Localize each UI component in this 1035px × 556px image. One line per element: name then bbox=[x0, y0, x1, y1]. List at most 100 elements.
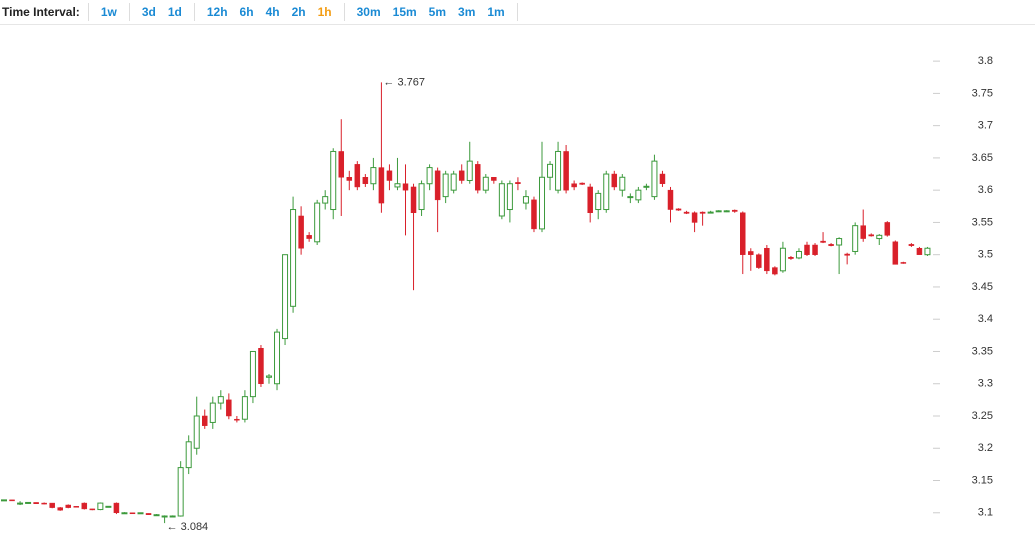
candle-body bbox=[804, 244, 810, 255]
candle-body bbox=[691, 212, 698, 223]
candle-body bbox=[394, 183, 401, 188]
candle-body bbox=[354, 164, 361, 188]
candle-body bbox=[916, 247, 923, 255]
candle-body bbox=[619, 176, 626, 191]
y-tick-label: 3.55 bbox=[972, 216, 993, 228]
candle-body bbox=[547, 163, 554, 178]
candle-body bbox=[828, 244, 834, 246]
candle-body bbox=[659, 173, 666, 184]
candle-body bbox=[378, 167, 385, 204]
candle-body bbox=[121, 512, 128, 515]
interval-button[interactable]: 2h bbox=[291, 5, 306, 19]
candle-body bbox=[740, 212, 746, 255]
interval-button[interactable]: 5m bbox=[428, 5, 447, 19]
candle-body bbox=[844, 253, 850, 256]
interval-button[interactable]: 1m bbox=[487, 5, 505, 19]
candle-body bbox=[876, 234, 883, 240]
candle-body bbox=[836, 238, 843, 246]
y-tick-label: 3.3 bbox=[978, 378, 993, 390]
candle-body bbox=[362, 177, 369, 184]
candle-body bbox=[1, 499, 7, 502]
candle-body bbox=[209, 402, 216, 423]
candle-body bbox=[25, 501, 32, 504]
candle-body bbox=[683, 211, 690, 214]
candle-body bbox=[226, 399, 232, 417]
candle-body bbox=[73, 506, 80, 508]
candle-body bbox=[330, 150, 337, 211]
y-tick-label: 3.75 bbox=[972, 87, 993, 99]
interval-group: 1w bbox=[87, 3, 129, 21]
candle-body bbox=[900, 262, 907, 264]
toolbar: Time Interval: 1w 3d 1d 12h 6h 4h 2h 1h 30m 15m 5m… bbox=[0, 0, 1035, 25]
interval-button[interactable]: 15m bbox=[392, 5, 417, 19]
candle-body bbox=[169, 515, 176, 518]
candle-body bbox=[651, 160, 658, 198]
annotation: ← 3.767 bbox=[383, 76, 425, 88]
interval-button[interactable]: 30m bbox=[356, 5, 381, 19]
interval-button[interactable]: 3d bbox=[141, 5, 156, 19]
candle-body bbox=[161, 515, 168, 518]
candle-body bbox=[217, 396, 224, 404]
interval-button[interactable]: 1d bbox=[167, 5, 182, 19]
candle-body bbox=[129, 512, 136, 515]
candle-body bbox=[322, 196, 329, 204]
y-tick-label: 3.35 bbox=[972, 345, 993, 357]
candle-body bbox=[475, 164, 481, 191]
candle-body bbox=[234, 418, 240, 421]
y-tick-label: 3.8 bbox=[978, 55, 993, 67]
y-tick-label: 3.4 bbox=[978, 313, 993, 325]
interval-button[interactable]: 6h bbox=[239, 5, 254, 19]
interval-button[interactable]: 12h bbox=[206, 5, 228, 19]
candle-body bbox=[860, 225, 866, 239]
candle-body bbox=[539, 176, 546, 230]
candle-body bbox=[723, 210, 730, 213]
candle-body bbox=[113, 502, 120, 514]
candle-body bbox=[756, 254, 762, 268]
interval-button[interactable]: 4h bbox=[265, 5, 280, 19]
candle-body bbox=[627, 196, 634, 199]
candle-body bbox=[667, 189, 674, 210]
candle-body bbox=[595, 192, 602, 211]
candle-body bbox=[145, 513, 152, 515]
candle-body bbox=[265, 375, 272, 378]
candle-body bbox=[17, 502, 24, 505]
candle-body bbox=[587, 186, 593, 214]
candle-body bbox=[748, 251, 754, 255]
candle-body bbox=[282, 254, 289, 340]
candle-body bbox=[908, 244, 915, 246]
candle-body bbox=[491, 177, 497, 181]
candle-body bbox=[137, 512, 144, 515]
candle-body bbox=[65, 504, 71, 508]
candle-body bbox=[884, 222, 891, 236]
candle-body bbox=[434, 170, 441, 201]
candle-body bbox=[185, 441, 192, 469]
y-tick-label: 3.45 bbox=[972, 281, 993, 293]
y-tick-label: 3.1 bbox=[978, 507, 993, 519]
candle-body bbox=[531, 199, 537, 230]
candle-body bbox=[852, 225, 859, 252]
candle-body bbox=[788, 257, 794, 259]
candle-body bbox=[177, 467, 184, 517]
candle-body bbox=[202, 415, 208, 426]
candle-body bbox=[41, 502, 47, 505]
interval-button[interactable]: 1w bbox=[100, 5, 117, 19]
candle-body bbox=[522, 196, 529, 204]
candle-body bbox=[386, 170, 393, 181]
candle-body bbox=[466, 160, 473, 181]
candle-body bbox=[249, 350, 256, 398]
interval-button[interactable]: 1h bbox=[317, 5, 332, 19]
interval-button[interactable]: 3m bbox=[458, 5, 476, 19]
candle-body bbox=[506, 183, 513, 211]
candle-body bbox=[715, 210, 722, 213]
candle-body bbox=[579, 182, 585, 185]
candle-body bbox=[81, 502, 88, 510]
candle-body bbox=[33, 502, 39, 504]
candle-body bbox=[298, 215, 304, 249]
candle-body bbox=[458, 170, 465, 181]
candle-body bbox=[611, 173, 618, 188]
candle-body bbox=[812, 244, 818, 255]
candle-body bbox=[707, 211, 714, 214]
candle-body bbox=[779, 247, 786, 272]
y-tick-label: 3.6 bbox=[978, 184, 993, 196]
